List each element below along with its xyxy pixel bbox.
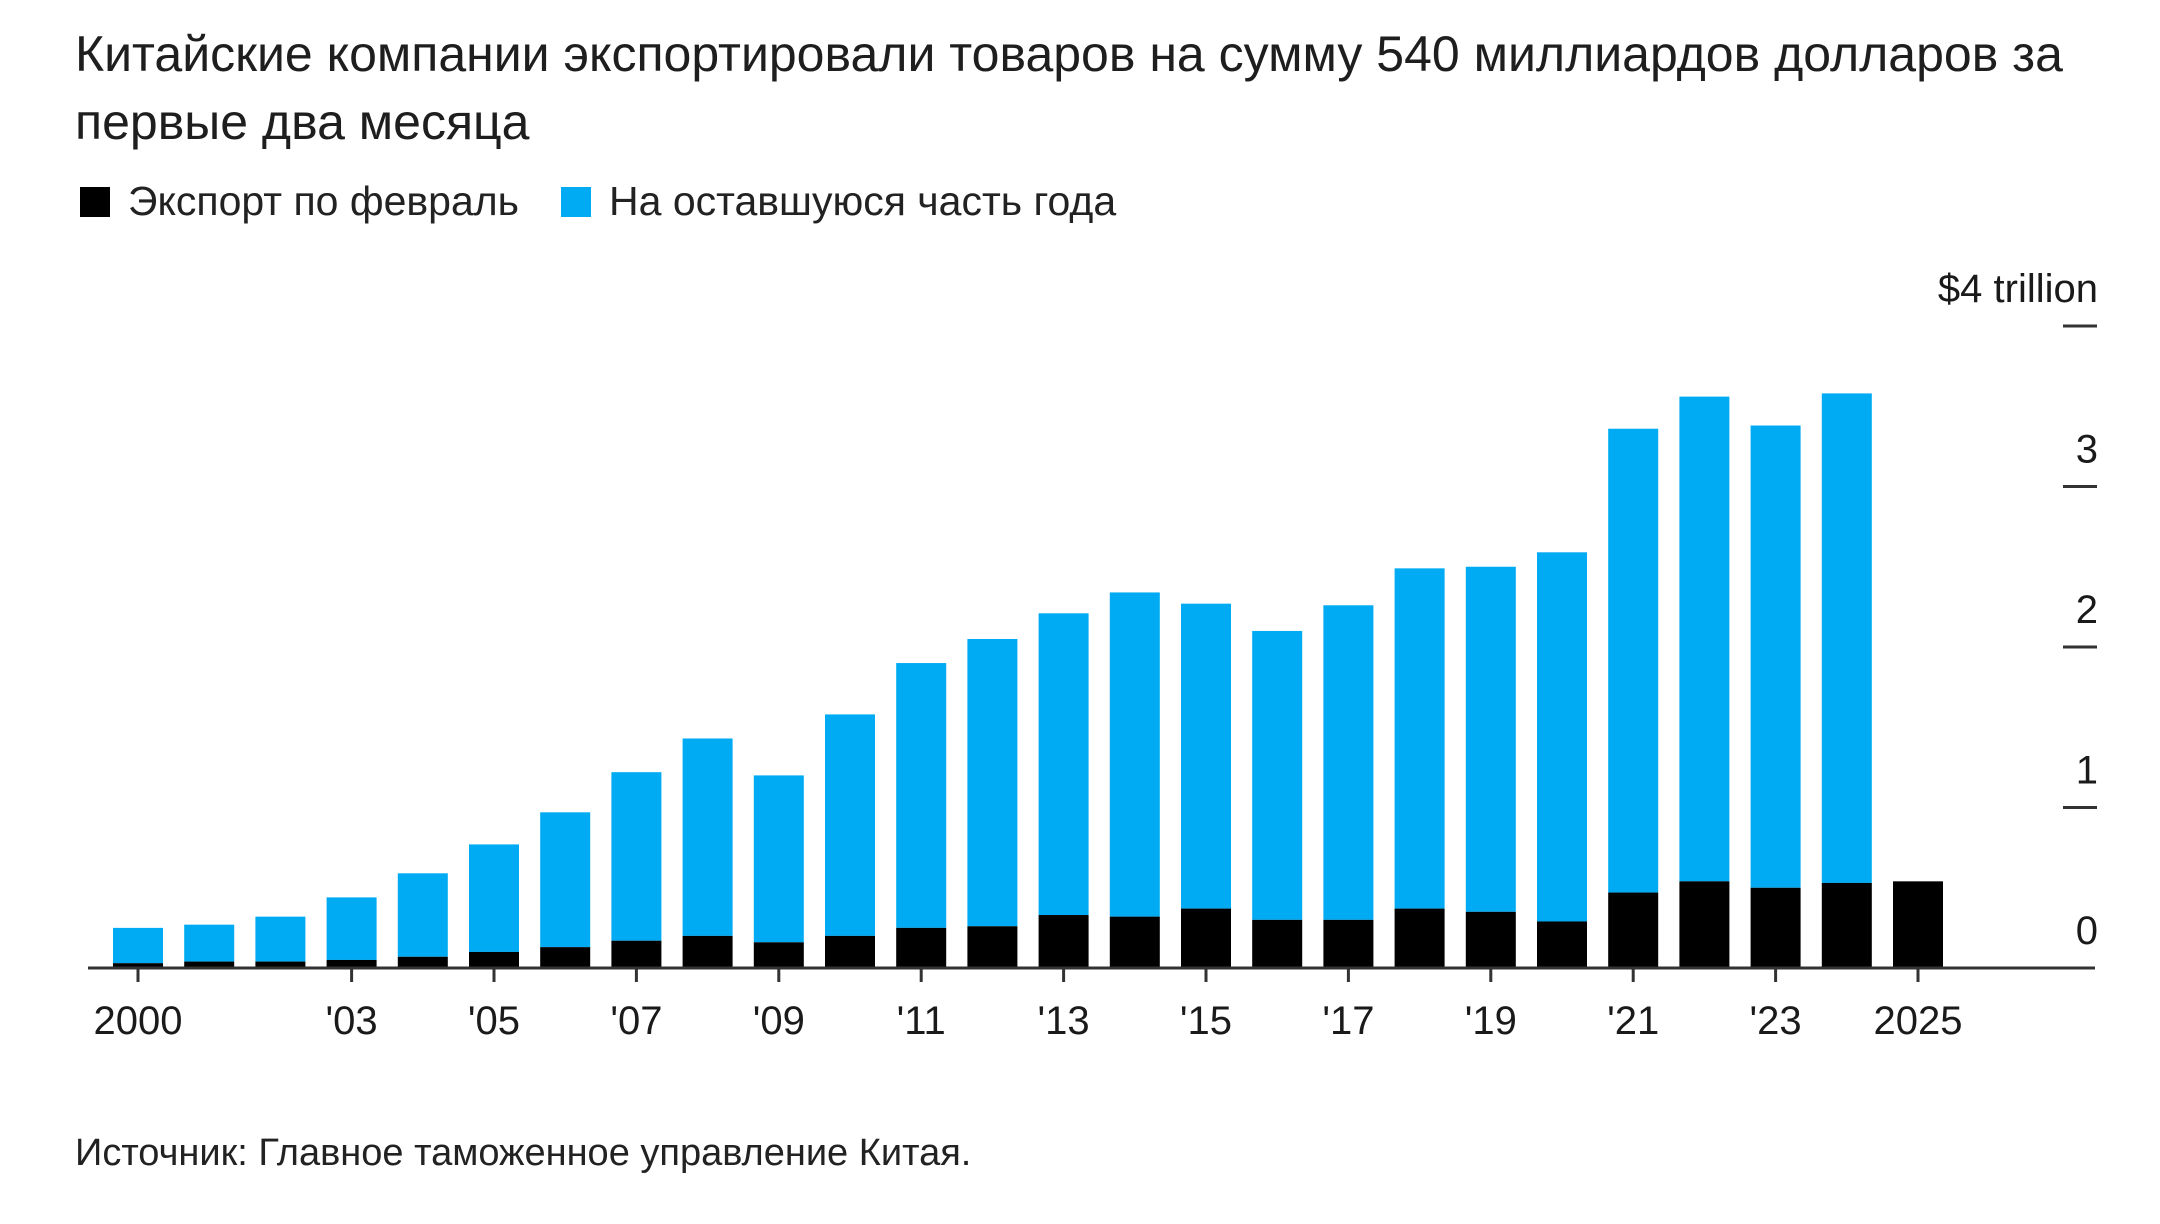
bar-feb-2022	[1679, 881, 1730, 968]
bar-feb-2020	[1537, 921, 1587, 968]
y-tick-label-4: $4 trillion	[1938, 267, 2098, 311]
bar-rest-2004	[397, 873, 448, 957]
bar-feb-2015	[1181, 908, 1231, 968]
bar-feb-2017	[1323, 919, 1374, 968]
chart-title: Китайские компании экспортировали товаро…	[75, 26, 2063, 150]
bar-rest-2024	[1821, 393, 1872, 883]
bar-rest-2017	[1323, 605, 1374, 920]
bar-feb-2005	[469, 951, 519, 968]
y-tick-label-0: 0	[2076, 909, 2098, 953]
bar-rest-2009	[753, 775, 804, 943]
bar-rest-2013	[1038, 613, 1089, 916]
x-tick-label-2019: '19	[1465, 999, 1517, 1043]
source-note: Источник: Главное таможенное управление …	[75, 1132, 972, 1174]
bar-rest-2010	[825, 714, 875, 936]
bar-feb-2009	[753, 942, 804, 968]
bar-feb-2006	[540, 947, 591, 968]
bar-feb-2003	[326, 959, 377, 968]
bar-rest-2008	[682, 738, 733, 936]
bar-feb-2000	[113, 963, 163, 968]
bar-rest-2005	[469, 844, 519, 952]
bar-feb-2021	[1608, 892, 1659, 968]
bar-feb-2014	[1109, 916, 1160, 968]
x-tick-label-2015: '15	[1180, 999, 1232, 1043]
bar-rest-2003	[326, 897, 377, 960]
bar-feb-2011	[896, 927, 947, 968]
legend-swatch-feb	[80, 186, 110, 217]
bar-feb-2012	[967, 926, 1018, 968]
y-tick-label-1: 1	[2076, 749, 2098, 793]
bar-rest-2007	[611, 772, 662, 941]
x-tick-label-2005: '05	[468, 999, 520, 1043]
legend-swatch-rest	[561, 186, 592, 217]
bar-feb-2016	[1252, 919, 1303, 968]
bar-rest-2015	[1181, 603, 1231, 909]
legend-label-feb: Экспорт по февраль	[128, 178, 520, 224]
legend-label-rest: На оставшуюся часть года	[609, 178, 1117, 224]
bar-rest-2000	[113, 927, 163, 964]
x-tick-label-2021: '21	[1607, 999, 1659, 1043]
x-tick-label-2007: '07	[610, 999, 662, 1043]
bar-feb-2018	[1394, 908, 1445, 968]
y-tick-label-2: 2	[2076, 588, 2098, 632]
bar-rest-2020	[1537, 552, 1587, 922]
bar-feb-2013	[1038, 915, 1089, 968]
x-tick-label-2011: '11	[897, 999, 946, 1043]
bar-feb-2007	[611, 940, 662, 968]
bar-feb-2008	[682, 935, 733, 968]
bar-feb-2004	[397, 956, 448, 968]
x-tick-label-2000: 2000	[94, 999, 183, 1043]
x-tick-label-2013: '13	[1038, 999, 1090, 1043]
x-tick-label-2009: '09	[753, 999, 805, 1043]
bar-rest-2023	[1750, 425, 1801, 888]
x-tick-label-2017: '17	[1322, 999, 1374, 1043]
bar-feb-2002	[255, 961, 306, 968]
x-tick-label-2003: '03	[326, 999, 378, 1043]
bar-rest-2006	[540, 812, 591, 948]
bar-rest-2019	[1465, 566, 1516, 912]
x-tick-label-2025: 2025	[1874, 999, 1963, 1043]
bar-rest-2016	[1252, 630, 1303, 920]
legend-item-rest: На оставшуюся часть года	[561, 178, 1116, 225]
bar-rest-2001	[184, 924, 235, 962]
bar-feb-2023	[1750, 887, 1801, 968]
bar-rest-2018	[1394, 568, 1445, 909]
legend: Экспорт по февраль На оставшуюся часть г…	[80, 178, 1158, 225]
bar-rest-2022	[1679, 396, 1730, 882]
bar-rest-2014	[1109, 592, 1160, 917]
bar-feb-2025	[1893, 881, 1943, 968]
bar-feb-2024	[1821, 882, 1872, 968]
bar-rest-2012	[967, 638, 1018, 927]
legend-item-feb: Экспорт по февраль	[80, 178, 519, 225]
bar-rest-2021	[1608, 428, 1659, 893]
bar-feb-2019	[1465, 911, 1516, 968]
bar-rest-2011	[896, 663, 947, 928]
bar-rest-2002	[255, 916, 306, 962]
x-tick-label-2023: '23	[1750, 999, 1802, 1043]
bar-feb-2001	[184, 961, 235, 968]
y-tick-label-3: 3	[2076, 428, 2098, 472]
bar-feb-2010	[825, 935, 875, 968]
